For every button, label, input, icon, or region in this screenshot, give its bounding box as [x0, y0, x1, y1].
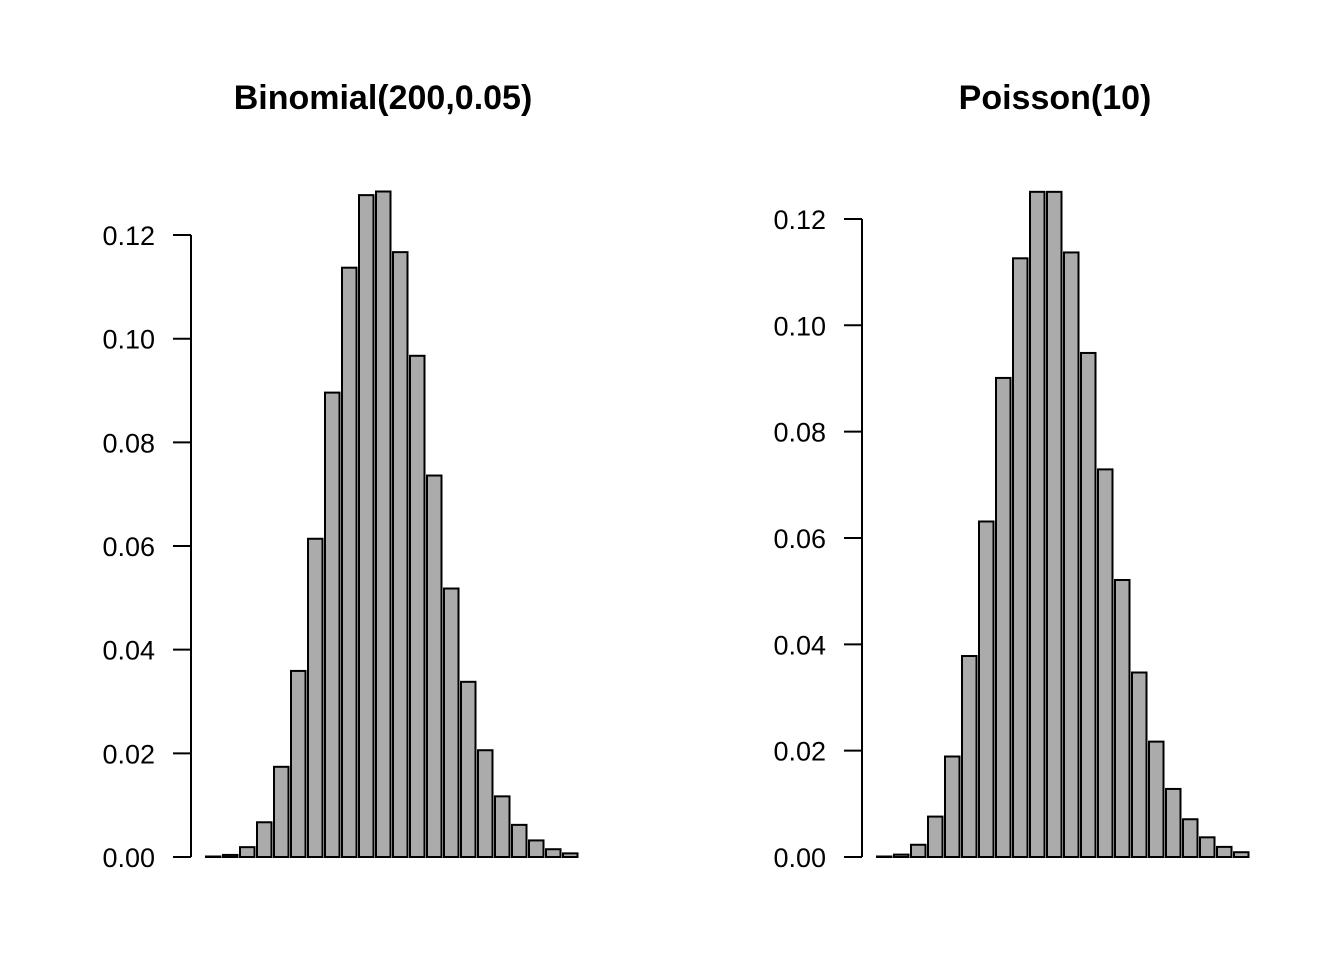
y-tick-label: 0.00 [773, 843, 826, 873]
y-tick-label: 0.06 [773, 524, 826, 554]
bar-8 [341, 266, 358, 859]
y-tick-label: 0.02 [102, 739, 155, 769]
bar-18 [1182, 818, 1199, 859]
bar-3 [927, 815, 944, 859]
bar-19 [1199, 836, 1216, 858]
y-tick-label: 0.06 [102, 532, 155, 562]
bar-11 [392, 251, 409, 858]
binomial-panel: Binomial(200,0.05) 0.00 0.02 0.04 0.06 0.08 0… [102, 79, 579, 873]
bar-11 [1063, 251, 1080, 858]
bar-15 [460, 680, 477, 858]
chart-title: Binomial(200,0.05) [234, 79, 533, 117]
y-tick-label: 0.10 [102, 325, 155, 355]
bar-12 [1080, 351, 1097, 858]
bar-14 [1114, 578, 1131, 858]
bar-1 [222, 853, 239, 859]
bar-18 [511, 823, 528, 859]
bar-19 [528, 839, 545, 859]
bar-17 [1165, 787, 1182, 858]
poisson-panel: Poisson(10) 0.00 0.02 0.04 0.06 0.08 0.10 0.12 [773, 79, 1250, 873]
bar-13 [426, 474, 443, 858]
y-tick-label: 0.08 [773, 418, 826, 448]
bar-5 [961, 655, 978, 858]
bar-0 [205, 855, 222, 858]
y-tick-label: 0.10 [773, 311, 826, 341]
bar-13 [1097, 468, 1114, 858]
bar-0 [876, 855, 893, 858]
y-tick-label: 0.12 [773, 205, 826, 235]
bar-12 [409, 354, 426, 858]
bar-2 [910, 843, 927, 858]
bar-21 [562, 852, 579, 858]
bar-5 [290, 669, 307, 858]
bar-17 [494, 795, 511, 858]
bar-15 [1131, 671, 1148, 859]
bar-9 [1029, 190, 1046, 858]
bar-1 [893, 853, 910, 859]
bar-21 [1233, 851, 1250, 859]
y-tick-label: 0.08 [102, 428, 155, 458]
y-tick-label: 0.02 [773, 737, 826, 767]
bar-14 [443, 587, 460, 859]
bar-6 [978, 520, 995, 858]
bar-10 [1046, 190, 1063, 858]
bar-7 [324, 391, 341, 858]
bar-10 [375, 190, 392, 858]
bar-4 [273, 765, 290, 858]
bar-7 [995, 376, 1012, 858]
bar-20 [545, 848, 562, 859]
bar-16 [1148, 740, 1165, 858]
bar-4 [944, 755, 961, 859]
bar-9 [358, 194, 375, 858]
y-tick-label: 0.04 [102, 636, 155, 666]
y-tick-label: 0.12 [102, 221, 155, 251]
y-tick-label: 0.00 [102, 843, 155, 873]
bar-2 [239, 846, 256, 858]
y-tick-label: 0.04 [773, 630, 826, 660]
chart-title: Poisson(10) [959, 79, 1152, 117]
bar-3 [256, 821, 273, 859]
bar-6 [307, 537, 324, 858]
bar-20 [1216, 845, 1233, 859]
bar-8 [1012, 257, 1029, 858]
bar-16 [477, 749, 494, 859]
